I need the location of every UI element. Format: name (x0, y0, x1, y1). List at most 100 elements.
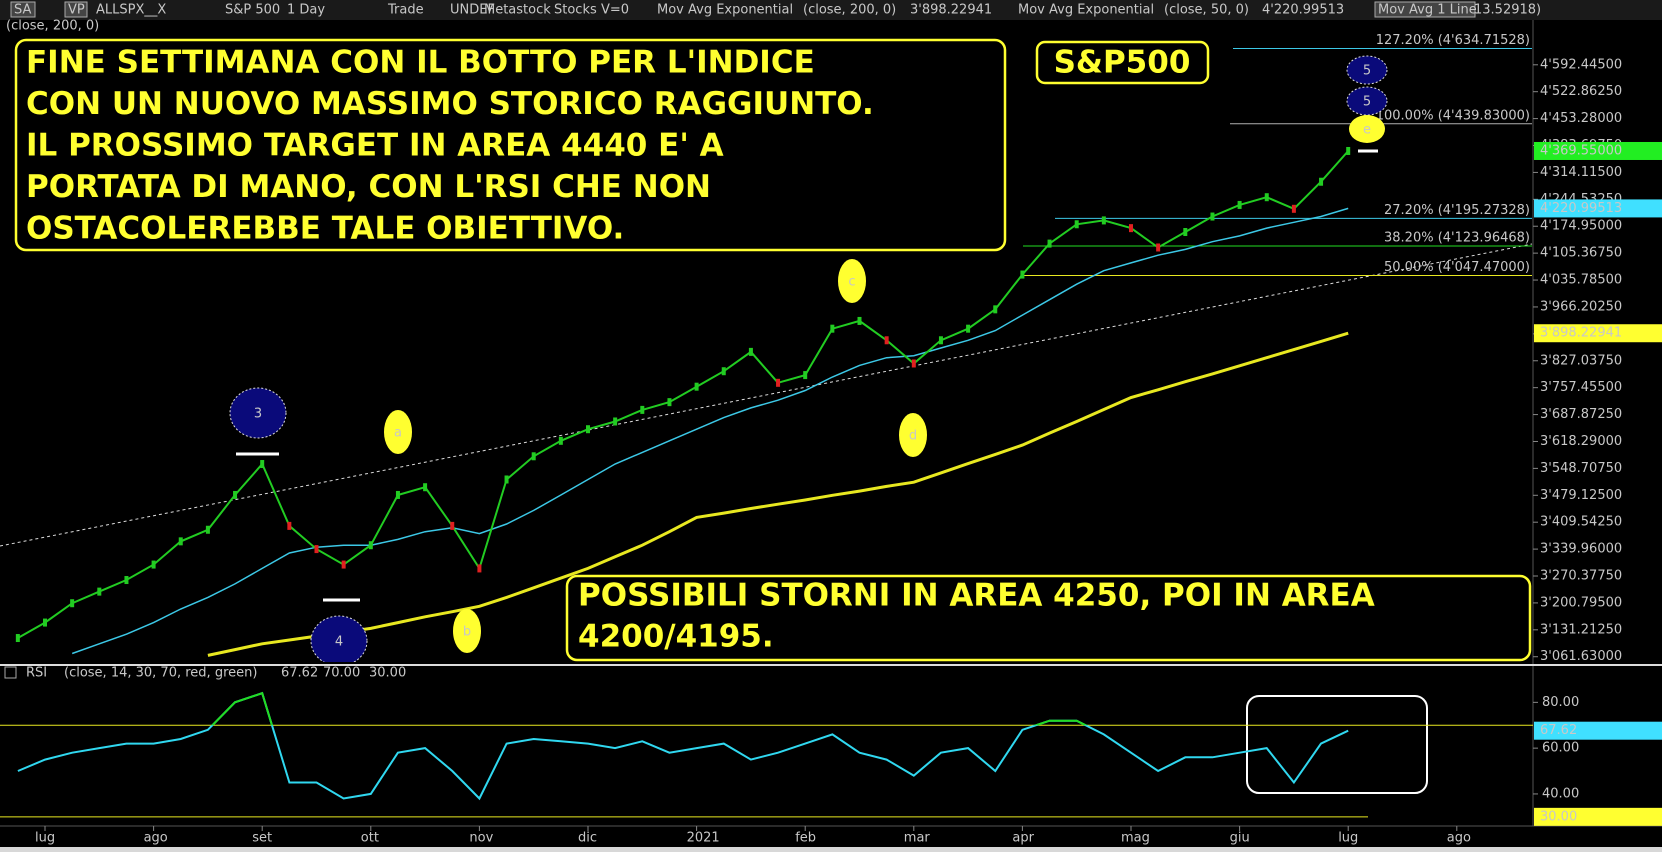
toolbar-item: 3'898.22941 (910, 3, 992, 18)
y-tick-label: 3'966.20250 (1540, 299, 1622, 314)
y-tick-label: 3'409.54250 (1540, 515, 1622, 530)
trendline (0, 243, 1533, 547)
price-point (97, 587, 102, 596)
price-point (1156, 243, 1161, 252)
x-tick-label: ago (1447, 831, 1471, 846)
rsi-marker-label: 67.62 (1540, 723, 1577, 738)
y-tick-label: 40.00 (1542, 786, 1579, 801)
x-tick-label: ago (144, 831, 168, 846)
toolbar-item: SA (14, 3, 31, 18)
y-tick-label: 3'131.21250 (1540, 622, 1622, 637)
price-point (368, 541, 373, 550)
wave-label: 5 (1363, 95, 1371, 110)
price-point (15, 634, 20, 643)
y-tick-label: 4'314.11500 (1540, 165, 1622, 180)
price-point (423, 483, 428, 492)
y-tick-label: 60.00 (1542, 741, 1579, 756)
toolbar-item: (close, 50, 0) (1164, 3, 1249, 18)
rsi-line-overbought (210, 691, 1088, 726)
price-point (1346, 146, 1351, 155)
note-box (14, 38, 1007, 252)
price-point (395, 490, 400, 499)
price-point (70, 599, 75, 608)
fib-label: 38.20% (4'123.96468) (1384, 230, 1530, 245)
price-point (504, 475, 509, 484)
y-tick-label: 3'339.96000 (1540, 542, 1622, 557)
price-point (938, 336, 943, 345)
wave-badge (1346, 86, 1388, 116)
y-tick-label: 3'757.45500 (1540, 380, 1622, 395)
tag: S&P500 (1054, 45, 1191, 81)
toolbar-item: Mov Avg Exponential (1018, 3, 1154, 18)
toolbar-item: 4'220.99513 (1262, 3, 1344, 18)
toolbar-item: Mov Avg Exponential (657, 3, 793, 18)
wave-label: 4 (335, 635, 343, 650)
toolbar-box (64, 1, 88, 18)
note-line: 4200/4195. (578, 619, 774, 655)
price-point (205, 525, 210, 534)
price-point (450, 521, 455, 530)
price-point (586, 425, 590, 434)
fib-label: 27.20% (4'195.27328) (1384, 203, 1530, 218)
y-tick-label: 4'174.95000 (1540, 219, 1622, 234)
fib-label: 100.00% (4'439.83000) (1376, 108, 1530, 123)
price-point (314, 545, 319, 554)
price-marker (1534, 324, 1662, 343)
toolbar-box (10, 1, 36, 18)
y-tick-label: 3'687.87250 (1540, 407, 1622, 422)
note-line: FINE SETTIMANA CON IL BOTTO PER L'INDICE (26, 45, 815, 81)
x-tick-label: dic (578, 831, 597, 846)
wave-badge (310, 615, 368, 662)
rsi-level-label: 70.00 (323, 666, 360, 681)
price-point (857, 316, 862, 325)
x-tick-label: giu (1230, 831, 1250, 846)
price-marker-label: 3'898.22941 (1540, 326, 1622, 341)
y-tick-label: 4'522.86250 (1540, 84, 1622, 99)
toolbar-item: 1 Day (287, 3, 325, 18)
toolbar-item: Trade (387, 3, 424, 18)
price-marker (1534, 141, 1662, 160)
price-marker-label: 4'369.55000 (1540, 143, 1622, 158)
toolbar-item: UNDEF (450, 3, 495, 18)
price-point (341, 560, 346, 569)
rsi-subtitle: (close, 14, 30, 70, red, green) (64, 666, 257, 681)
price-point (776, 378, 781, 387)
wave-badge (899, 413, 927, 457)
toolbar-item: S&P 500 (225, 3, 280, 18)
wave-badge (1346, 55, 1388, 85)
x-tick-label: nov (469, 831, 493, 846)
toolbar-item: Stocks (554, 3, 597, 18)
toolbar-item: V=0 (601, 3, 629, 18)
price-point (260, 460, 265, 469)
wave-label: c (848, 275, 855, 290)
price-point (151, 560, 156, 569)
wave-label: a (394, 426, 402, 441)
toolbar-item: VP (68, 3, 85, 18)
price-point (1264, 193, 1269, 202)
y-tick-label: 4'105.36750 (1540, 246, 1622, 261)
x-tick-label: lug (35, 831, 55, 846)
price-point (1020, 270, 1025, 279)
y-tick-label: 3'548.70750 (1540, 461, 1622, 476)
toolbar-item: 13.52918) (1474, 3, 1541, 18)
y-tick-label: 4'035.78500 (1540, 273, 1622, 288)
price-point (613, 417, 618, 426)
rsi-marker (1534, 721, 1662, 740)
price-point (1074, 220, 1079, 229)
wave-label: 3 (254, 407, 262, 422)
price-point (1129, 224, 1133, 233)
wave-label: e (1363, 123, 1371, 138)
toolbar (0, 0, 1662, 20)
price-point (1101, 216, 1106, 225)
wave-badge (453, 609, 481, 653)
price-point (558, 436, 563, 445)
y-tick-label: 3'270.37750 (1540, 569, 1622, 584)
y-tick-label: 3'061.63000 (1540, 649, 1622, 664)
x-tick-label: ott (361, 831, 379, 846)
subline: (close, 200, 0) (6, 19, 99, 34)
price-point (1319, 177, 1324, 186)
price-point (993, 305, 998, 314)
y-tick-label: 4'453.28000 (1540, 111, 1622, 126)
x-tick-label: apr (1012, 831, 1034, 846)
price-line (17, 150, 1349, 639)
